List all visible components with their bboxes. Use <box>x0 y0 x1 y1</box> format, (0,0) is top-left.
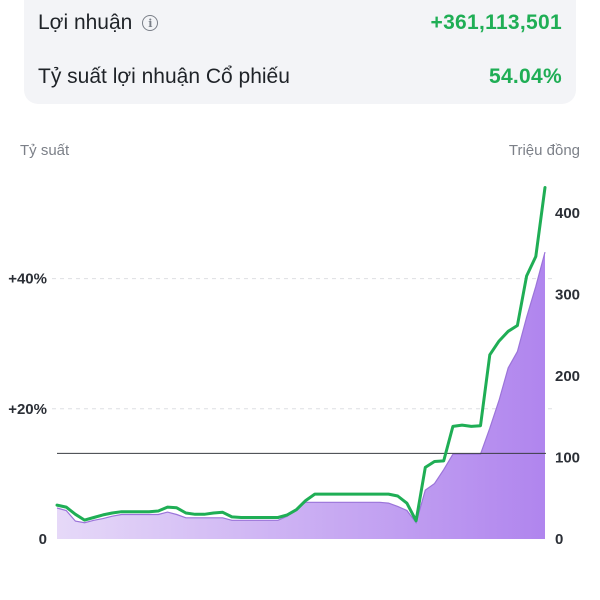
value-area-series <box>57 252 545 539</box>
profit-label: Lợi nhuận <box>38 11 133 34</box>
left-tick-label: 0 <box>39 531 47 548</box>
right-tick-label: 0 <box>555 531 563 548</box>
right-tick-label: 400 <box>555 205 580 222</box>
return-rate-line <box>55 186 547 523</box>
info-circle-icon[interactable]: i <box>142 15 159 31</box>
rate-label: Tỷ suất lợi nhuận Cổ phiếu <box>38 65 290 88</box>
profit-value: +361,113,501 <box>430 11 562 34</box>
right-tick-label: 300 <box>555 287 580 304</box>
left-axis-title: Tỷ suất <box>20 142 70 159</box>
rate-value: 54.04% <box>488 65 562 88</box>
profit-row: Lợi nhuận i +361,113,501 <box>38 8 562 38</box>
summary-card: Lợi nhuận i +361,113,501 Tỷ suất lợi nhu… <box>24 0 576 104</box>
right-tick-label: 200 <box>555 368 580 385</box>
rate-row: Tỷ suất lợi nhuận Cổ phiếu 54.04% <box>38 62 562 92</box>
profit-label-group: Lợi nhuận i <box>38 11 159 35</box>
left-tick-label: +40% <box>8 271 47 288</box>
left-tick-label: +20% <box>8 401 47 418</box>
right-tick-label: 100 <box>555 450 580 467</box>
right-axis-title: Triệu đồng <box>508 142 580 159</box>
